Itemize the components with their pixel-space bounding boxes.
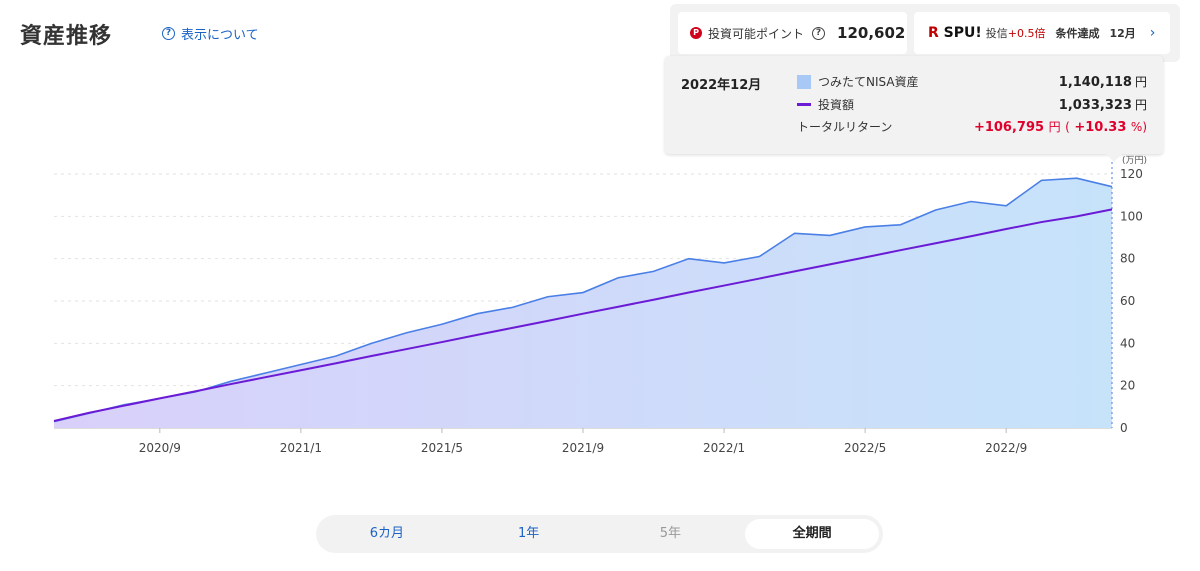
asset-area: [54, 178, 1112, 428]
chevron-right-icon: ›: [1149, 25, 1156, 41]
x-tick-label: 2020/9: [139, 441, 181, 455]
spu-condition: 条件達成: [1055, 27, 1100, 40]
period-6m-button[interactable]: 6カ月: [369, 526, 405, 541]
display-help-label: 表示について: [181, 28, 259, 43]
y-tick-label: 0: [1120, 421, 1128, 435]
spu-link[interactable]: R SPU! 投信 +0.5倍 条件達成 12月 ›: [914, 12, 1170, 54]
spu-month: 12月: [1109, 27, 1136, 40]
tooltip-invest-row: 投資額 1,033,323 円: [797, 96, 1147, 113]
asset-value: 1,140,118 円: [1058, 75, 1147, 90]
page-title: 資産推移: [20, 24, 113, 49]
y-tick-label: 40: [1120, 336, 1135, 350]
chart-tooltip: 2022年12月 つみたてNISA資産 1,140,118 円 投資額 1,033…: [665, 56, 1163, 162]
x-tick-label: 2022/5: [844, 441, 886, 455]
y-tick-label: 80: [1120, 252, 1135, 266]
period-1y-button[interactable]: 1年: [517, 526, 540, 541]
investment-line: [53, 208, 1113, 422]
invest-label: 投資額: [818, 98, 855, 112]
asset-label: つみたてNISA資産: [818, 75, 919, 89]
investable-points-box: P 投資可能ポイント ? 120,602: [678, 12, 907, 54]
tooltip-return-row: トータルリターン +106,795 円 ( +10.33 %): [797, 118, 1147, 135]
period-all-button[interactable]: 全期間: [745, 519, 879, 549]
tooltip-asset-row: つみたてNISA資産 1,140,118 円: [797, 73, 1147, 90]
question-icon[interactable]: ?: [812, 26, 826, 40]
spu-bonus: +0.5倍: [1007, 27, 1046, 40]
points-value: 120,602: [837, 24, 906, 42]
period-selector: 6カ月 1年 5年 全期間: [316, 515, 883, 553]
asset-swatch: [797, 74, 811, 89]
invest-swatch: [797, 103, 811, 106]
invest-value: 1,033,323 円: [1058, 98, 1147, 113]
y-unit-label: (万円): [1122, 155, 1147, 166]
y-tick-label: 120: [1120, 167, 1143, 181]
rakuten-point-icon: P: [690, 27, 702, 39]
display-help-link[interactable]: ? 表示について: [162, 24, 259, 43]
spu-logo: R SPU!: [928, 25, 982, 41]
asset-chart[interactable]: 0 20 40 60 80 100 120(万円) 2020/9 2021/1 2021/5 202…: [0, 150, 1200, 470]
x-tick-label: 2021/5: [421, 441, 463, 455]
x-tick-label: 2022/9: [985, 441, 1027, 455]
y-tick-label: 60: [1120, 294, 1135, 308]
x-tick-label: 2022/1: [703, 441, 745, 455]
period-5y-button: 5年: [659, 526, 682, 541]
question-icon: ?: [162, 27, 175, 40]
return-value: +106,795 円 ( +10.33 %): [973, 120, 1147, 135]
tooltip-date: 2022年12月: [681, 78, 762, 93]
return-label: トータルリターン: [797, 120, 893, 134]
x-tick-label: 2021/9: [562, 441, 604, 455]
spu-text: 投信: [985, 27, 1008, 40]
points-label: 投資可能ポイント: [708, 26, 805, 41]
x-tick-label: 2021/1: [280, 441, 322, 455]
y-tick-label: 20: [1120, 379, 1135, 393]
y-tick-label: 100: [1120, 209, 1143, 223]
asset-line: [53, 177, 1113, 423]
